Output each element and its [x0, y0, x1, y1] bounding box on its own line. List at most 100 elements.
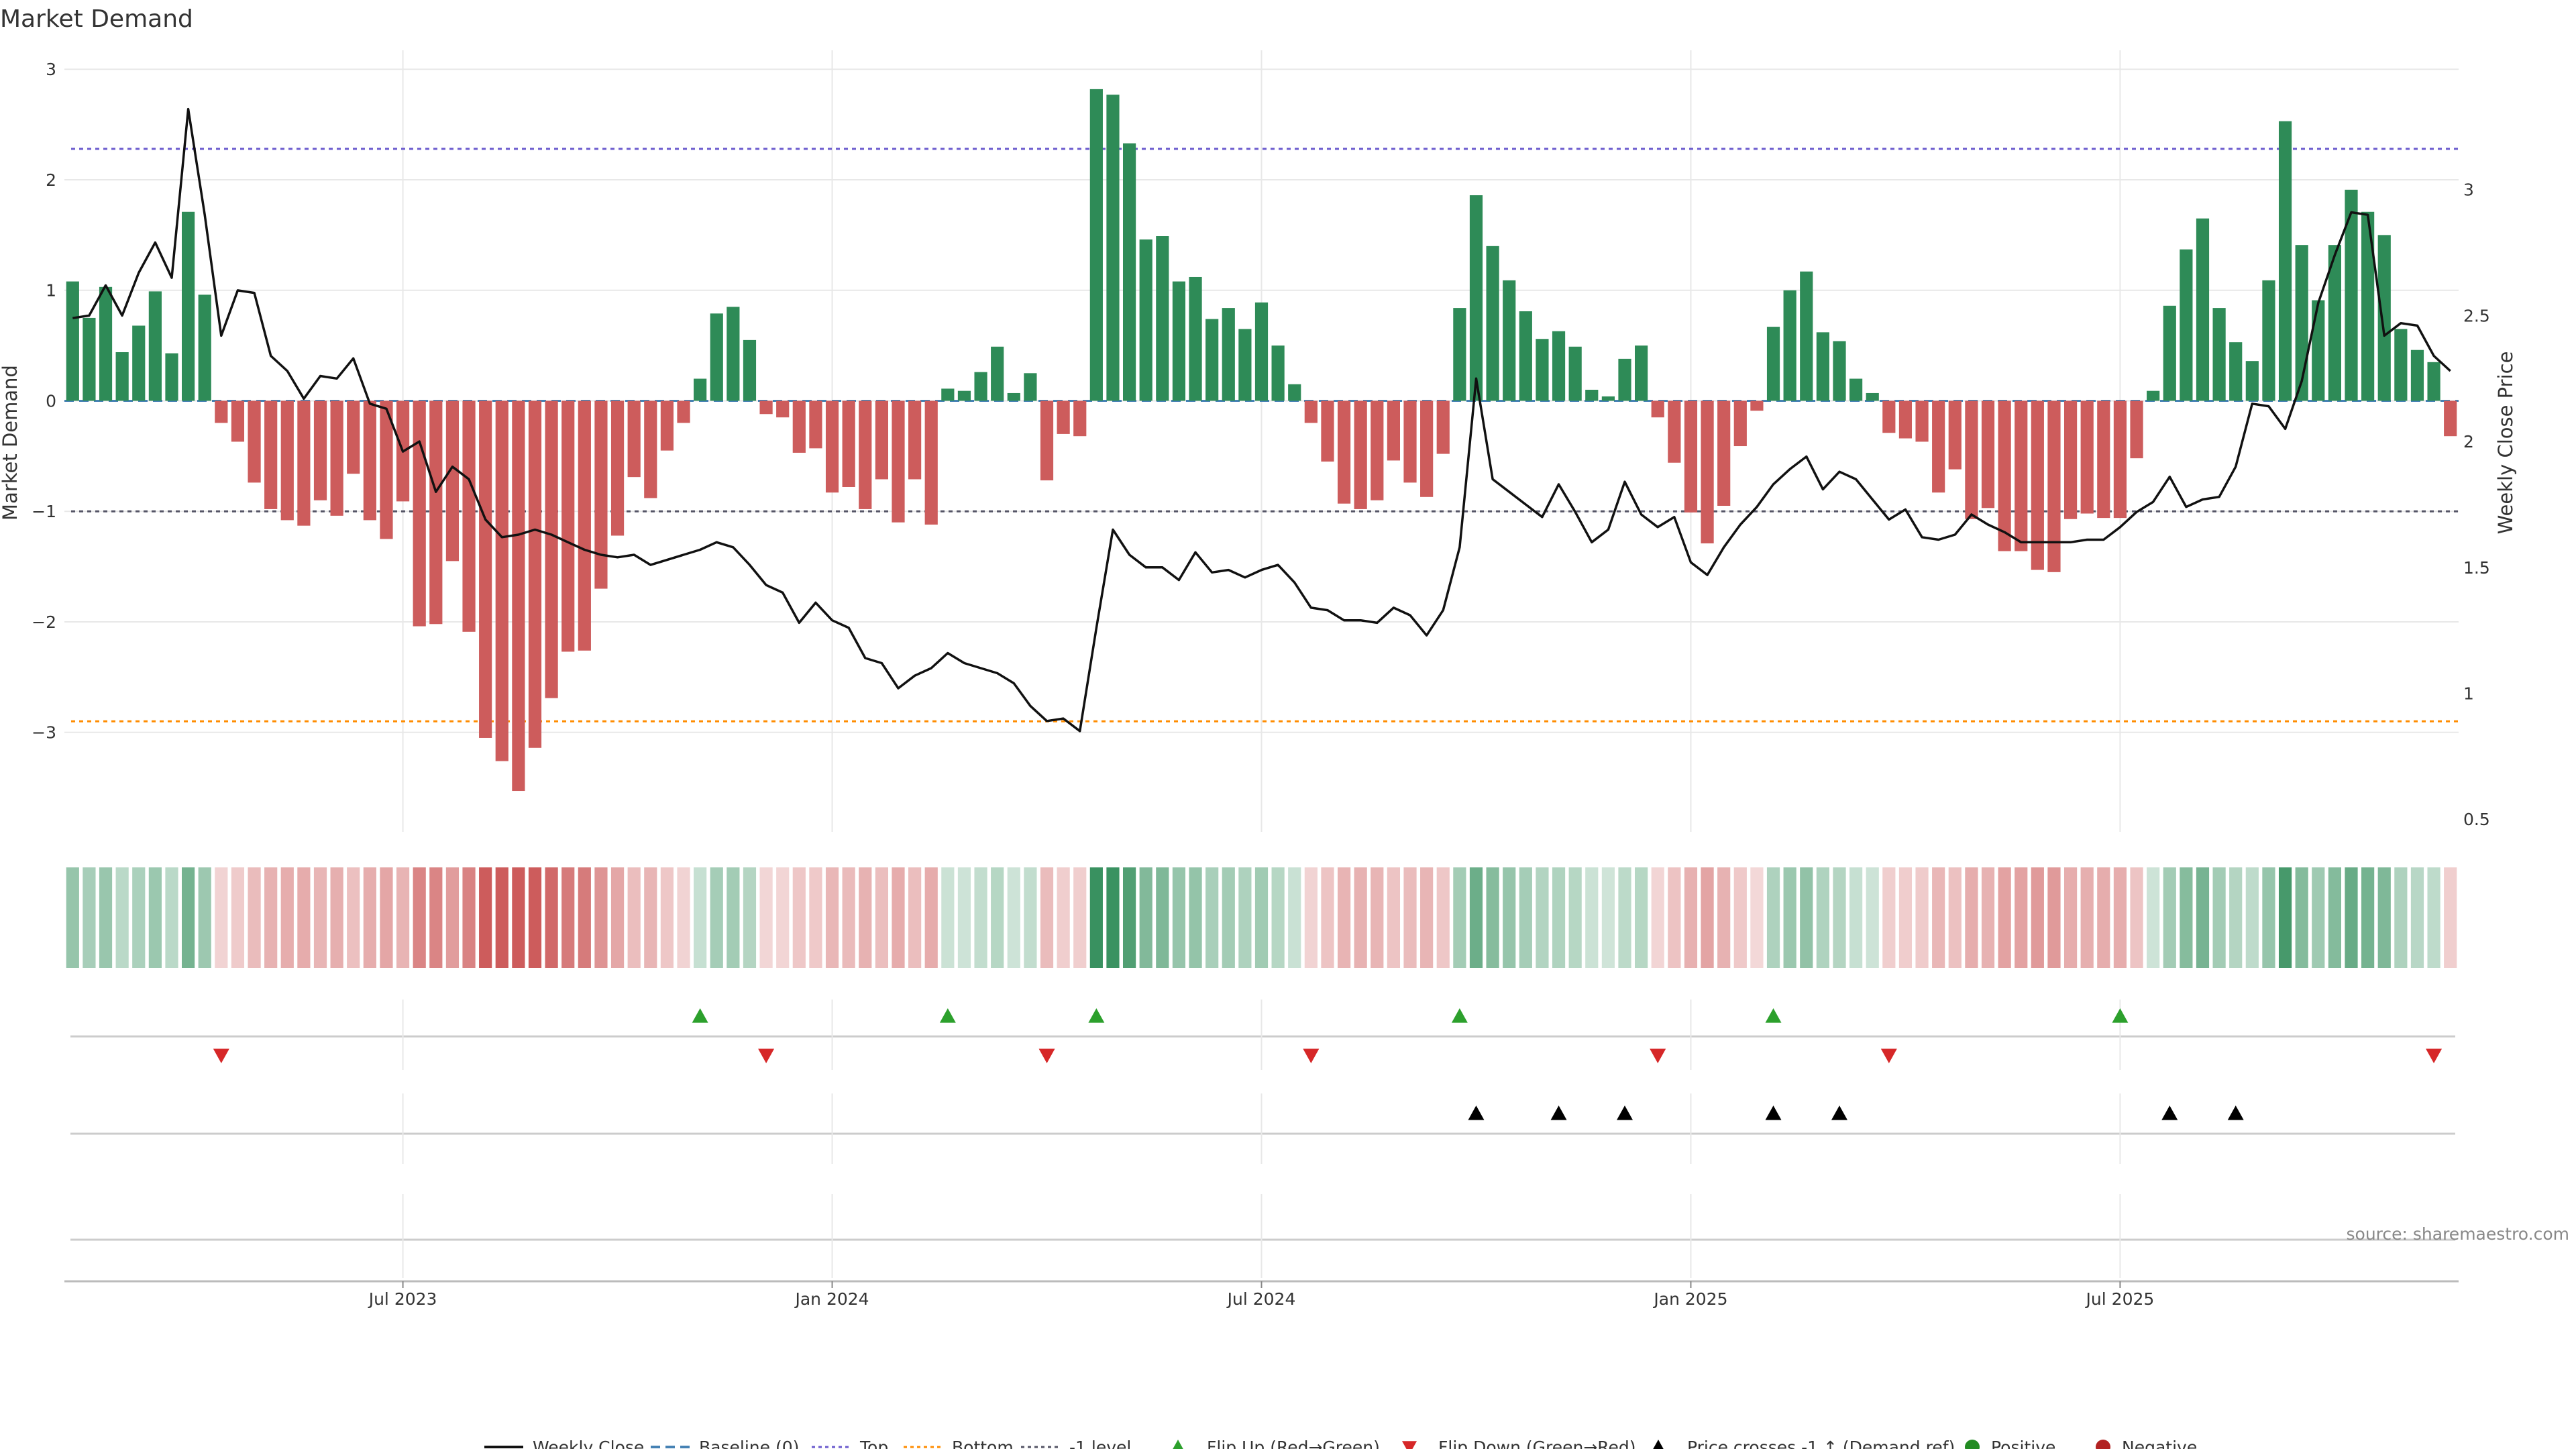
heat-cell — [1915, 867, 1929, 968]
demand-bar — [677, 400, 690, 423]
legend-label: Positive — [1991, 1438, 2055, 1449]
demand-bar — [115, 352, 129, 401]
demand-bar — [1948, 400, 1962, 470]
heat-cell — [2377, 867, 2391, 968]
demand-bar — [2163, 305, 2176, 401]
demand-bar — [1288, 384, 1301, 401]
heat-cell — [1205, 867, 1219, 968]
demand-bar — [413, 400, 426, 627]
heat-cell — [2295, 867, 2308, 968]
demand-bar — [792, 400, 806, 453]
demand-bar — [545, 400, 558, 698]
y2-tick-label: 2.5 — [2463, 306, 2490, 325]
demand-bar — [2147, 390, 2160, 401]
y2-tick-label: 1 — [2463, 684, 2474, 704]
demand-bar — [165, 353, 178, 401]
demand-bar — [231, 400, 245, 442]
heat-cell — [1172, 867, 1186, 968]
demand-bar — [479, 400, 492, 738]
demand-bar — [1915, 400, 1929, 442]
demand-bar — [1321, 400, 1334, 462]
heat-cell — [445, 867, 460, 968]
demand-bar — [1552, 331, 1566, 401]
heat-cell — [148, 867, 162, 968]
heat-cell — [1733, 867, 1747, 968]
heat-cell — [859, 867, 872, 968]
legend-item: Flip Down (Green→Red) — [1402, 1438, 1636, 1449]
demand-bar — [1469, 195, 1483, 401]
demand-bar — [1503, 280, 1516, 401]
demand-bar — [1701, 400, 1714, 544]
legend-label: Baseline (0) — [699, 1438, 799, 1449]
heat-cell — [594, 867, 608, 968]
demand-bar — [1007, 392, 1020, 401]
demand-bar — [2196, 218, 2210, 401]
legend-label: Price crosses -1 ↑ (Demand ref) — [1687, 1438, 1955, 1449]
demand-bar — [1453, 308, 1466, 401]
y-tick-label: −2 — [32, 612, 56, 632]
legend-swatch-triangle-up — [1653, 1440, 1664, 1449]
heat-cell — [1486, 867, 1499, 968]
heat-cell — [1139, 867, 1152, 968]
heat-cell — [99, 867, 113, 968]
heat-cell — [1106, 867, 1120, 968]
demand-bar — [148, 291, 162, 401]
demand-bar — [2410, 350, 2424, 401]
demand-bar — [908, 400, 922, 480]
heat-cell — [1833, 867, 1846, 968]
y-tick-label: −3 — [32, 723, 56, 743]
demand-bar — [892, 400, 905, 523]
demand-bar — [248, 400, 261, 483]
demand-bar — [1106, 95, 1120, 401]
heat-cell — [908, 867, 922, 968]
heat-cell — [1981, 867, 1995, 968]
demand-bar — [66, 281, 79, 401]
heat-cell — [1024, 867, 1037, 968]
demand-bar — [198, 294, 211, 401]
demand-bar — [1371, 400, 1384, 500]
y-tick-label: 1 — [46, 281, 56, 301]
heat-cell — [1420, 867, 1434, 968]
demand-bar — [2130, 400, 2143, 459]
heat-cell — [1866, 867, 1879, 968]
heat-cell — [1601, 867, 1615, 968]
left-y-axis: 3 2 1 0 −1 −2 −3 — [32, 60, 56, 742]
heat-cell — [512, 867, 525, 968]
demand-bar — [2377, 235, 2391, 401]
heat-cell — [2015, 867, 2028, 968]
heat-cell — [165, 867, 178, 968]
demand-bar — [1156, 236, 1169, 401]
heat-cell — [528, 867, 542, 968]
heat-cell — [545, 867, 558, 968]
heat-cell — [66, 867, 79, 968]
demand-bar — [1750, 400, 1764, 411]
empty-panel — [70, 1194, 2455, 1278]
legend-item: Baseline (0) — [651, 1438, 799, 1449]
heat-cell — [957, 867, 971, 968]
heat-cell — [330, 867, 343, 968]
demand-bar — [660, 400, 674, 451]
heat-cell — [1222, 867, 1235, 968]
demand-bar — [297, 400, 311, 526]
demand-bar — [727, 307, 740, 401]
demand-bar — [1684, 400, 1698, 513]
demand-bar — [1089, 89, 1103, 401]
heat-cell — [627, 867, 641, 968]
heat-cell — [198, 867, 211, 968]
heat-cell — [380, 867, 393, 968]
heat-cell — [1304, 867, 1318, 968]
demand-bar — [991, 346, 1004, 401]
heat-cell — [248, 867, 261, 968]
heat-cell — [1089, 867, 1103, 968]
demand-bar — [2180, 249, 2193, 401]
heat-cell — [83, 867, 96, 968]
demand-bar — [347, 400, 360, 474]
heat-cell — [182, 867, 195, 968]
demand-bar — [1337, 400, 1351, 504]
demand-bar — [2080, 400, 2094, 514]
flip-up-marker — [939, 1008, 956, 1023]
heat-cell — [2229, 867, 2243, 968]
demand-bar — [2394, 329, 2408, 401]
legend-label: Weekly Close — [533, 1438, 644, 1449]
